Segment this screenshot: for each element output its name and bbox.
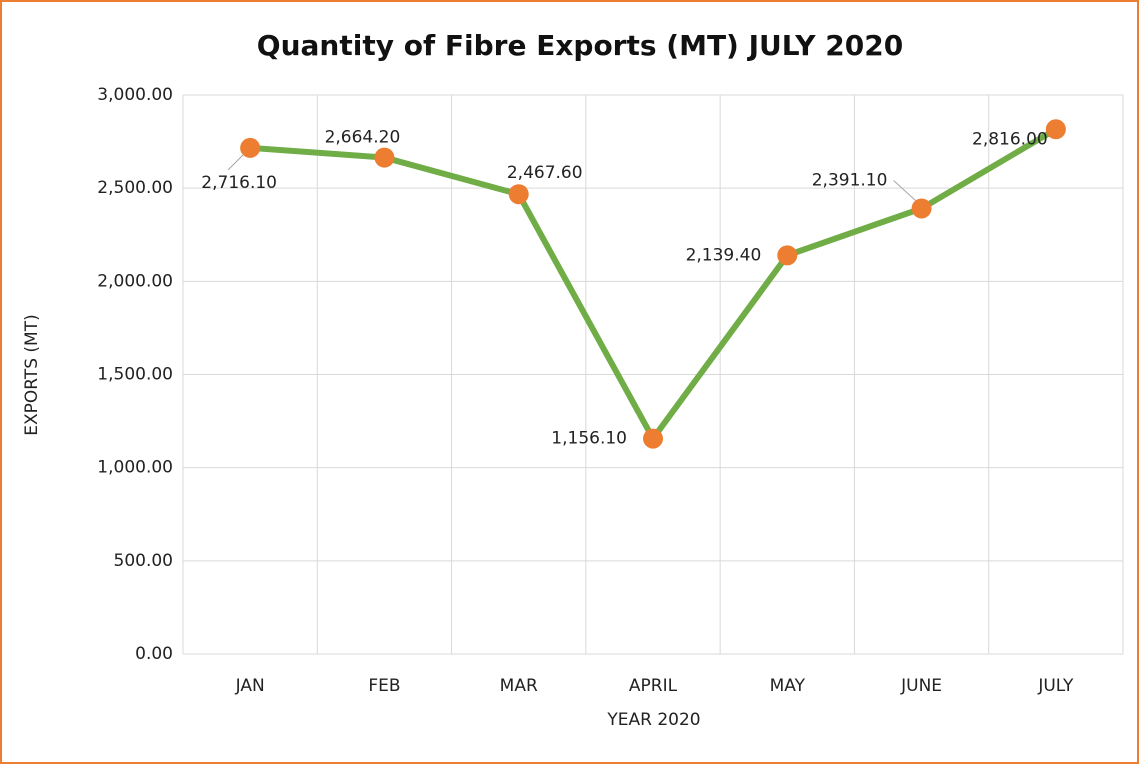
y-tick-label: 2,500.00	[97, 178, 173, 198]
x-tick-label: FEB	[368, 676, 400, 696]
data-point	[777, 245, 798, 266]
chart-title: Quantity of Fibre Exports (MT) JULY 2020	[257, 29, 903, 62]
x-tick-label: MAY	[770, 676, 806, 696]
data-point	[911, 198, 932, 219]
data-point	[508, 184, 529, 205]
data-label: 2,391.10	[812, 170, 888, 190]
x-tick-label: JAN	[235, 676, 265, 696]
y-tick-label: 0.00	[135, 644, 173, 664]
y-tick-label: 500.00	[114, 551, 173, 571]
data-point	[240, 137, 261, 158]
y-tick-label: 3,000.00	[97, 85, 173, 105]
data-point	[374, 147, 395, 168]
data-point	[1045, 119, 1066, 140]
y-tick-label: 1,500.00	[97, 365, 173, 385]
leader-line	[227, 153, 245, 171]
data-label: 2,467.60	[507, 163, 583, 183]
data-label: 2,139.40	[686, 245, 762, 265]
data-label: 1,156.10	[551, 429, 627, 449]
y-tick-label: 1,000.00	[97, 458, 173, 478]
y-axis-title: EXPORTS (MT)	[22, 314, 42, 436]
x-tick-label: JULY	[1037, 676, 1074, 696]
x-axis-title: YEAR 2020	[606, 710, 700, 730]
y-tick-label: 2,000.00	[97, 271, 173, 291]
data-label: 2,816.00	[972, 129, 1048, 149]
data-point	[643, 428, 663, 449]
x-tick-label: JUNE	[900, 676, 942, 696]
data-label: 2,716.10	[201, 173, 277, 193]
x-tick-label: MAR	[500, 676, 538, 696]
x-tick-label: APRIL	[629, 676, 678, 696]
data-label: 2,664.20	[325, 128, 401, 148]
leader-line	[893, 180, 916, 201]
